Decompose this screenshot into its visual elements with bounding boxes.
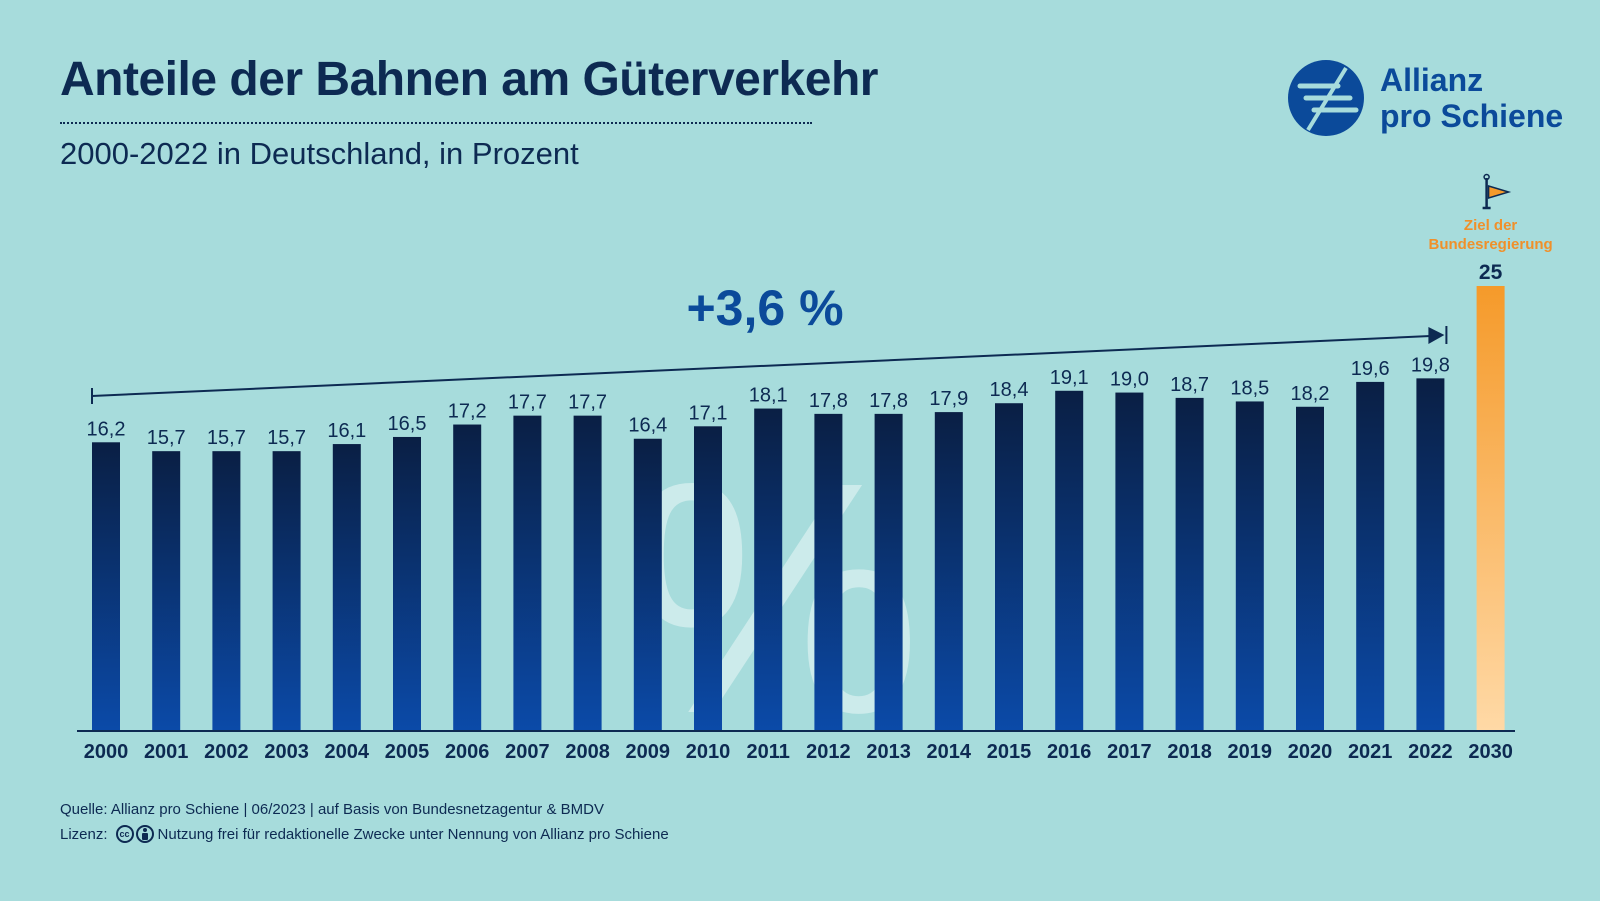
bar-2022 (1416, 378, 1445, 730)
bar-2021 (1356, 381, 1385, 730)
flag-icon (1482, 173, 1512, 210)
value-label-2016: 19,1 (1050, 367, 1089, 389)
bar-2002 (212, 451, 241, 730)
tick-label-2021: 2021 (1348, 741, 1393, 763)
tick-label-2006: 2006 (445, 741, 490, 763)
target-bar-2030 (1476, 286, 1505, 730)
logo-text-line2: pro Schiene (1380, 98, 1564, 134)
target-label-line-1: Ziel der (1464, 217, 1518, 234)
chart-subtitle: 2000-2022 in Deutschland, in Prozent (60, 136, 579, 171)
tick-label-2005: 2005 (385, 741, 430, 763)
bar-2000 (92, 442, 120, 730)
attribution-icon (135, 825, 154, 843)
tick-label-2002: 2002 (204, 741, 249, 763)
bar-2008 (573, 415, 602, 730)
bar-2016 (1055, 390, 1084, 730)
value-label-2004: 16,1 (327, 420, 366, 442)
tick-label-2019: 2019 (1228, 741, 1273, 763)
value-label-2008: 17,7 (568, 392, 607, 414)
tick-label-2007: 2007 (505, 741, 550, 763)
value-label-2020: 18,2 (1291, 383, 1330, 405)
target-label-line-2: Bundesregierung (1429, 236, 1553, 253)
tick-label-2009: 2009 (626, 741, 671, 763)
tick-label-2010: 2010 (686, 741, 731, 763)
bar-2003 (272, 451, 301, 730)
value-label-2007: 17,7 (508, 392, 547, 414)
value-label-2018: 18,7 (1170, 374, 1209, 396)
value-label-2005: 16,5 (388, 413, 427, 435)
bar-2017 (1115, 392, 1144, 730)
allianz-pro-schiene-logo-icon (1288, 60, 1364, 136)
growth-annotation-label: +3,6 % (686, 280, 843, 336)
tick-label-2013: 2013 (866, 741, 911, 763)
bar-2014 (934, 412, 963, 730)
bar-2015 (995, 403, 1023, 730)
value-label-2017: 19,0 (1110, 369, 1149, 391)
value-label-2002: 15,7 (207, 427, 246, 449)
allianz-pro-schiene-logo: Allianz pro Schiene (1286, 58, 1586, 140)
creative-commons-icon: cc (115, 825, 134, 843)
tick-label-2022: 2022 (1408, 741, 1453, 763)
bar-2020 (1296, 406, 1324, 730)
bar-2004 (332, 444, 361, 730)
tick-label-2000: 2000 (84, 741, 129, 763)
value-label-2003: 15,7 (267, 427, 306, 449)
value-label-2022: 19,8 (1411, 354, 1450, 376)
logo-text-line1: Allianz (1380, 62, 1484, 98)
flag-top (1483, 173, 1490, 181)
bar-2007 (513, 415, 542, 730)
source-note: Quelle: Allianz pro Schiene | 06/2023 | … (60, 801, 604, 818)
tick-label-2012: 2012 (806, 741, 851, 763)
value-label-2000: 16,2 (87, 418, 126, 440)
tick-label-2001: 2001 (144, 741, 189, 763)
bar-2011 (754, 408, 783, 730)
value-label-2013: 17,8 (869, 390, 908, 412)
bar-2005 (393, 436, 421, 730)
bar-2010 (694, 426, 722, 730)
license-note: Lizenz: cc Nutzung frei für redaktionell… (60, 825, 669, 843)
target-value-label: 25 (1479, 261, 1503, 284)
value-label-2019: 18,5 (1230, 377, 1269, 399)
value-label-2012: 17,8 (809, 390, 848, 412)
title-divider (60, 122, 812, 124)
bar-2012 (814, 413, 843, 730)
value-label-2001: 15,7 (147, 427, 186, 449)
tick-label-2015: 2015 (987, 741, 1032, 763)
bar-2001 (152, 451, 181, 730)
tick-label-2003: 2003 (264, 741, 309, 763)
bar-2013 (874, 413, 903, 730)
tick-label-2011: 2011 (747, 741, 790, 763)
tick-label-2030: 2030 (1468, 741, 1513, 763)
bar-2009 (633, 438, 662, 730)
bar-2006 (453, 424, 482, 730)
flag-cloth (1487, 184, 1512, 200)
bar-2019 (1235, 401, 1264, 730)
tick-label-2016: 2016 (1047, 741, 1092, 763)
value-label-2009: 16,4 (628, 415, 667, 437)
tick-label-2014: 2014 (927, 741, 972, 763)
tick-label-2018: 2018 (1167, 741, 1212, 763)
bar-2018 (1175, 397, 1204, 730)
license-label: Lizenz: (60, 825, 108, 843)
growth-arrow-head (1428, 327, 1445, 344)
value-label-2015: 18,4 (990, 379, 1029, 401)
tick-label-2004: 2004 (325, 741, 370, 763)
tick-label-2017: 2017 (1107, 741, 1152, 763)
value-label-2006: 17,2 (448, 401, 487, 423)
value-label-2010: 17,1 (689, 402, 728, 424)
value-label-2014: 17,9 (929, 388, 968, 410)
value-label-2011: 18,1 (749, 385, 788, 407)
license-text: Nutzung frei für redaktionelle Zwecke un… (157, 825, 669, 843)
chart-title: Anteile der Bahnen am Güterverkehr (60, 53, 878, 106)
tick-label-2020: 2020 (1288, 741, 1333, 763)
tick-label-2008: 2008 (565, 741, 610, 763)
growth-arrow-line (91, 335, 1431, 397)
value-label-2021: 19,6 (1351, 358, 1390, 380)
